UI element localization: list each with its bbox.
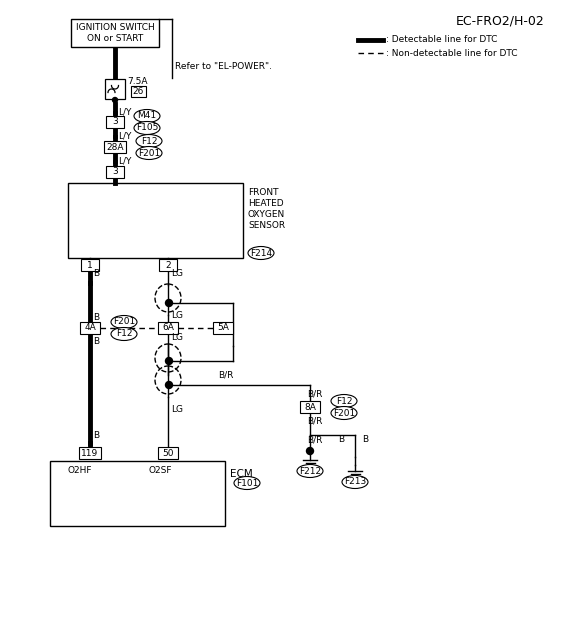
Text: B/R: B/R (307, 417, 323, 426)
Text: F213: F213 (344, 477, 366, 487)
Text: 3: 3 (112, 168, 118, 177)
Ellipse shape (111, 316, 137, 329)
Text: B: B (93, 431, 99, 440)
Text: F12: F12 (116, 329, 132, 339)
Text: B: B (93, 269, 99, 279)
Text: F12: F12 (141, 137, 157, 145)
Text: B: B (93, 313, 99, 322)
Bar (105, 79, 125, 99)
Text: F201: F201 (138, 149, 160, 158)
Text: B/R: B/R (307, 390, 323, 399)
Text: EC-FRO2/H-02: EC-FRO2/H-02 (456, 14, 544, 27)
Bar (106, 116, 124, 128)
Bar (71, 19, 159, 47)
Text: 8A: 8A (304, 403, 316, 412)
Ellipse shape (248, 246, 274, 260)
Text: F201: F201 (113, 318, 135, 327)
Bar (106, 166, 124, 178)
Text: 7.5A: 7.5A (127, 77, 148, 87)
Ellipse shape (136, 135, 162, 147)
Text: 1: 1 (87, 260, 93, 269)
Ellipse shape (136, 147, 162, 160)
Ellipse shape (111, 327, 137, 341)
Text: 2: 2 (165, 260, 171, 269)
Text: L/Y: L/Y (118, 156, 131, 165)
Bar (159, 259, 177, 271)
Circle shape (112, 98, 118, 103)
Text: B/R: B/R (218, 371, 233, 380)
Bar (158, 447, 178, 459)
Text: Refer to "EL-POWER".: Refer to "EL-POWER". (175, 62, 272, 71)
Ellipse shape (331, 406, 357, 420)
Text: F12: F12 (336, 396, 352, 406)
Text: 4A: 4A (84, 323, 96, 332)
Ellipse shape (342, 475, 368, 489)
Ellipse shape (134, 121, 160, 135)
Text: B/R: B/R (307, 436, 323, 445)
Text: B: B (338, 436, 344, 445)
Text: IGNITION SWITCH
ON or START: IGNITION SWITCH ON or START (76, 23, 154, 43)
Ellipse shape (297, 464, 323, 477)
Text: F105: F105 (136, 124, 158, 133)
Text: O2SF: O2SF (148, 466, 172, 475)
Text: B: B (362, 436, 368, 445)
Circle shape (165, 299, 173, 306)
Ellipse shape (234, 477, 260, 489)
Text: M41: M41 (137, 112, 157, 121)
Text: LG: LG (171, 269, 183, 279)
Text: FRONT
HEATED
OXYGEN
SENSOR: FRONT HEATED OXYGEN SENSOR (248, 188, 285, 230)
Ellipse shape (134, 110, 160, 122)
Text: L/Y: L/Y (118, 107, 131, 117)
Text: 119: 119 (81, 449, 99, 457)
Bar (213, 322, 233, 334)
Text: LG: LG (171, 334, 183, 343)
Bar (104, 141, 126, 153)
Text: LG: LG (171, 311, 183, 320)
Text: LG: LG (171, 406, 183, 415)
Text: F214: F214 (250, 248, 272, 258)
Text: : Non-detectable line for DTC: : Non-detectable line for DTC (386, 48, 517, 57)
Text: L/Y: L/Y (118, 131, 131, 140)
Text: F201: F201 (333, 408, 355, 417)
Text: 5A: 5A (217, 323, 229, 332)
Text: ECM: ECM (230, 469, 253, 479)
Text: F101: F101 (236, 478, 258, 487)
Bar (79, 447, 101, 459)
Bar (158, 322, 178, 334)
Bar (131, 85, 145, 96)
Text: 28A: 28A (106, 142, 124, 151)
Text: B: B (93, 338, 99, 346)
Circle shape (165, 382, 173, 389)
Bar (68, 183, 243, 258)
Ellipse shape (331, 394, 357, 408)
Bar (50, 461, 225, 526)
Text: 26: 26 (132, 87, 144, 96)
Circle shape (307, 447, 314, 454)
Text: 6A: 6A (162, 323, 174, 332)
Text: : Detectable line for DTC: : Detectable line for DTC (386, 36, 498, 45)
Text: O2HF: O2HF (68, 466, 92, 475)
Bar (81, 259, 99, 271)
Bar (300, 401, 320, 413)
Text: 3: 3 (112, 117, 118, 126)
Text: 50: 50 (162, 449, 174, 457)
Text: F212: F212 (299, 466, 321, 475)
Bar (80, 322, 100, 334)
Circle shape (165, 357, 173, 364)
